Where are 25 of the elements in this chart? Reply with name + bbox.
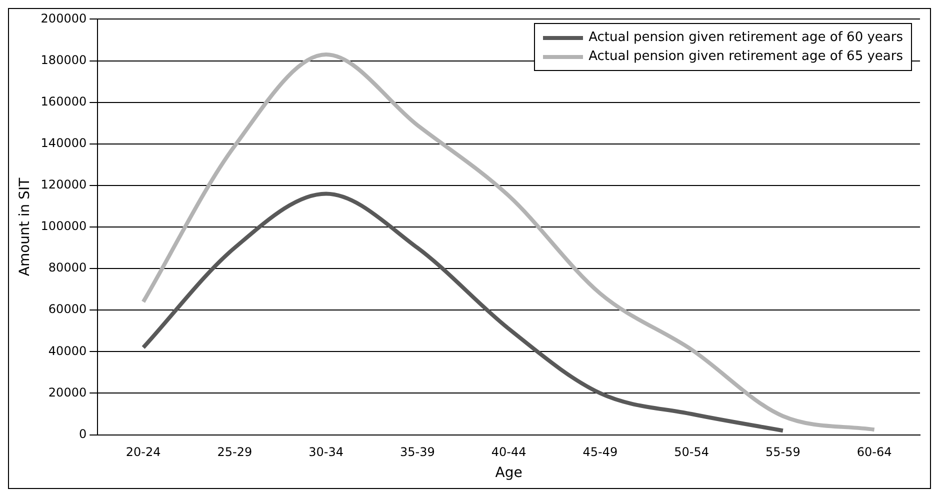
- y-axis-title: Amount in SIT: [17, 177, 34, 276]
- line-series: [141, 192, 785, 433]
- x-tick-label: 40-44: [491, 445, 526, 460]
- x-tick-label: 60-64: [856, 445, 892, 460]
- y-tick-label: 80000: [48, 260, 87, 275]
- x-tick-label: 30-34: [308, 445, 344, 460]
- x-tick-label: 35-39: [400, 445, 435, 460]
- legend-label: Actual pension given retirement age of 60 years: [588, 30, 903, 46]
- x-tick-label: 55-59: [765, 445, 800, 460]
- y-tick-label: 40000: [48, 344, 87, 358]
- y-tick-label: 120000: [40, 178, 87, 192]
- y-tick-label: 20000: [48, 385, 87, 400]
- y-tick-label: 160000: [40, 94, 87, 108]
- y-tick-label: 60000: [48, 302, 87, 316]
- legend-label: Actual pension given retirement age of 65 years: [588, 49, 903, 64]
- y-tick-label: 140000: [40, 136, 87, 150]
- x-tick-label: 25-29: [217, 445, 252, 460]
- x-tick-label: 20-24: [126, 445, 161, 460]
- x-axis-title: Age: [495, 465, 522, 482]
- y-tick-label: 0: [78, 426, 87, 441]
- y-tick-label: 100000: [40, 219, 87, 234]
- y-tick-label: 180000: [40, 52, 87, 67]
- x-tick-label: 45-49: [582, 445, 618, 460]
- y-tick-label: 200000: [40, 11, 87, 26]
- x-tick-label: 50-54: [674, 445, 709, 460]
